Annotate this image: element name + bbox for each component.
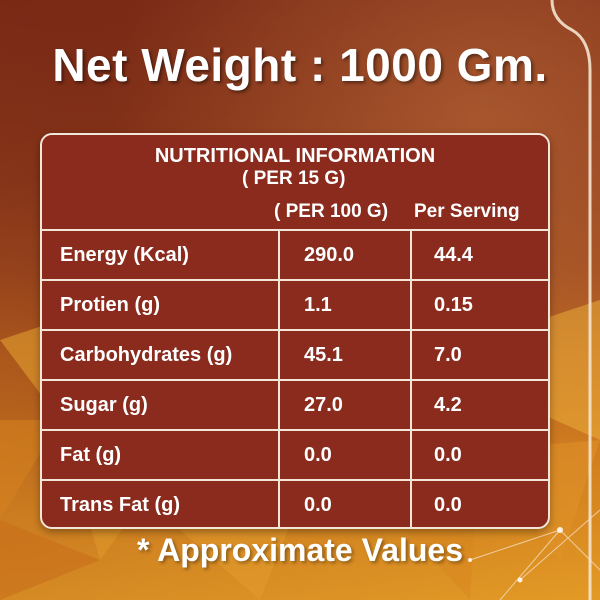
column-divider bbox=[410, 229, 412, 527]
nutrient-label: Energy (Kcal) bbox=[60, 244, 189, 266]
nutrient-label: Carbohydrates (g) bbox=[60, 344, 233, 366]
value-per-100g: 0.0 bbox=[304, 494, 332, 516]
value-per-serving: 0.0 bbox=[434, 444, 462, 466]
table-row: Fat (g) 0.0 0.0 bbox=[42, 431, 548, 481]
value-per-serving: 4.2 bbox=[434, 394, 462, 416]
nutrient-label: Trans Fat (g) bbox=[60, 494, 181, 516]
value-per-serving: 0.15 bbox=[434, 294, 473, 316]
value-per-100g: 0.0 bbox=[304, 444, 332, 466]
nutrient-label: Protien (g) bbox=[60, 294, 160, 316]
table-heading: NUTRITIONAL INFORMATION bbox=[154, 145, 436, 167]
table-subheading: ( PER 15 G) bbox=[242, 168, 346, 189]
nutrition-table: Energy (Kcal) 290.0 44.4 Protien (g) 1.1… bbox=[42, 229, 548, 529]
column-header-per-serving: Per Serving bbox=[414, 201, 520, 222]
value-per-100g: 27.0 bbox=[304, 394, 343, 416]
table-row: Carbohydrates (g) 45.1 7.0 bbox=[42, 331, 548, 381]
column-header-per-100g: ( PER 100 G) bbox=[274, 201, 389, 222]
value-per-100g: 290.0 bbox=[304, 244, 355, 266]
value-per-serving: 7.0 bbox=[434, 344, 462, 366]
value-per-serving: 0.0 bbox=[434, 494, 462, 516]
nutrient-label: Fat (g) bbox=[60, 444, 122, 466]
table-row: Sugar (g) 27.0 4.2 bbox=[42, 381, 548, 431]
table-row: Trans Fat (g) 0.0 0.0 bbox=[42, 481, 548, 529]
value-per-100g: 1.1 bbox=[304, 294, 332, 316]
value-per-100g: 45.1 bbox=[304, 344, 343, 366]
nutrient-label: Sugar (g) bbox=[60, 394, 148, 416]
value-per-serving: 44.4 bbox=[434, 244, 473, 266]
table-row: Energy (Kcal) 290.0 44.4 bbox=[42, 231, 548, 281]
net-weight-title: Net Weight : 1000 Gm. bbox=[52, 39, 548, 91]
approximate-values-note: * Approximate Values bbox=[136, 532, 464, 568]
column-divider bbox=[278, 229, 280, 527]
nutrition-table-panel: NUTRITIONAL INFORMATION ( PER 15 G) ( PE… bbox=[40, 133, 550, 529]
table-row: Protien (g) 1.1 0.15 bbox=[42, 281, 548, 331]
